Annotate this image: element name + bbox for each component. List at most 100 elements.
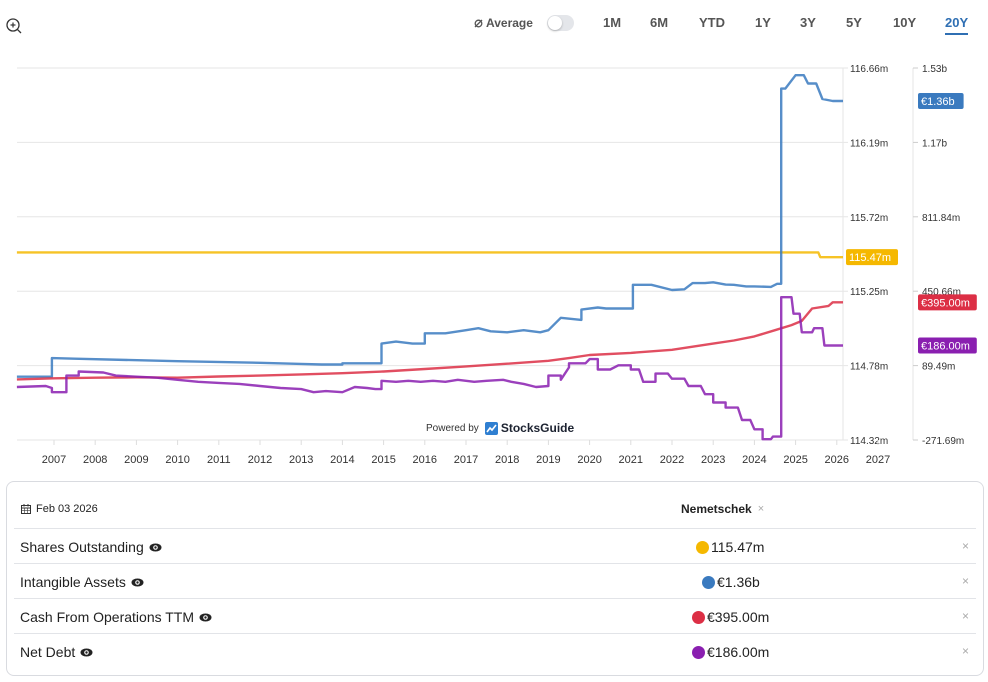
metric-value-text: 115.47m: [711, 539, 765, 555]
remove-metric-button[interactable]: ×: [962, 644, 970, 658]
last-value-badge: [918, 294, 977, 311]
x-axis-tick-label: 2023: [701, 454, 725, 466]
metric-row: Net Debt €186.00m ×: [14, 634, 976, 669]
x-axis-tick-label: 2014: [330, 454, 354, 466]
metric-row: Shares Outstanding 115.47m ×: [14, 529, 976, 564]
average-icon: [474, 19, 483, 27]
right-axis-tick-label: 811.84m: [922, 213, 960, 224]
eye-icon[interactable]: [199, 613, 212, 622]
remove-metric-button[interactable]: ×: [962, 574, 970, 588]
series-color-dot: [692, 645, 705, 659]
metric-value-text: €1.36b: [717, 574, 760, 590]
powered-by: Powered by StocksGuide: [426, 421, 574, 435]
left-axis-tick-label: 116.19m: [850, 138, 888, 149]
left-axis: 116.66m 116.19m 115.72m 115.25m 114.78m 114.3…: [850, 64, 888, 447]
metric-value: €395.00m: [692, 609, 769, 625]
metric-label: Intangible Assets: [20, 574, 144, 590]
range-20y[interactable]: 20Y: [945, 15, 969, 35]
x-axis-tick-label: 2024: [742, 454, 766, 466]
metric-name: Cash From Operations TTM: [20, 609, 195, 625]
last-value-label: €186.00m: [921, 340, 970, 352]
metric-name: Shares Outstanding: [20, 539, 144, 555]
x-axis-tick-label: 2021: [619, 454, 643, 466]
metric-value-text: €395.00m: [707, 609, 770, 625]
x-axis-tick-label: 2019: [536, 454, 560, 466]
right-axis: 1.53b 1.17b 811.84m 450.66m 89.49m -271.69m: [913, 64, 964, 447]
last-value-badges: 115.47m €1.36b €395.00m €186.00m: [846, 93, 977, 354]
metric-name: Net Debt: [20, 644, 76, 660]
metric-label: Cash From Operations TTM: [20, 609, 212, 625]
last-value-badge: [918, 337, 977, 354]
range-6m[interactable]: 6M: [650, 15, 669, 30]
brand-name: StocksGuide: [500, 421, 575, 435]
x-axis-tick-label: 2013: [289, 454, 313, 466]
average-toggle[interactable]: [546, 15, 574, 31]
metric-label: Shares Outstanding: [20, 539, 162, 555]
series-line-netdebt[interactable]: [16, 296, 843, 441]
metric-value-text: €186.00m: [707, 644, 770, 660]
stocksguide-logo-icon: [484, 421, 498, 435]
x-axis-tick-label: 2018: [495, 454, 519, 466]
metric-label: Net Debt: [20, 644, 93, 660]
x-axis-tick-label: 2025: [783, 454, 807, 466]
remove-metric-button[interactable]: ×: [962, 609, 970, 623]
x-axis-tick-label: 2022: [660, 454, 684, 466]
last-value-label: €1.36b: [921, 96, 955, 108]
right-axis-tick-label: 1.17b: [922, 138, 947, 149]
x-axis-tick-label: 2011: [207, 454, 231, 466]
last-value-badge: [918, 93, 964, 110]
toggle-knob: [547, 16, 562, 30]
eye-icon[interactable]: [131, 578, 144, 587]
average-label: Average: [474, 16, 533, 30]
chart[interactable]: 116.66m 116.19m 115.72m 115.25m 114.78m 114.3…: [0, 55, 988, 470]
x-axis-tick-label: 2015: [371, 454, 395, 466]
range-1y[interactable]: 1Y: [755, 15, 771, 30]
zoom-in-icon[interactable]: [5, 17, 23, 35]
series-color-dot: [696, 540, 709, 554]
data-panel: Feb 03 2026 Nemetschek × Shares Outstand…: [6, 481, 984, 676]
grid: [17, 67, 914, 441]
range-10y[interactable]: 10Y: [893, 15, 917, 30]
remove-company-button[interactable]: ×: [757, 503, 765, 515]
powered-by-text: Powered by: [426, 422, 479, 434]
x-axis-tick-label: 2009: [124, 454, 148, 466]
panel-header: Feb 03 2026 Nemetschek ×: [14, 482, 976, 529]
x-axis-tick-label: 2020: [577, 454, 601, 466]
left-axis-tick-label: 115.72m: [850, 213, 888, 224]
metric-value: €1.36b: [702, 574, 760, 590]
metric-value: 115.47m: [696, 539, 764, 555]
range-1m[interactable]: 1M: [603, 15, 622, 30]
eye-icon[interactable]: [80, 648, 93, 657]
metric-row: Cash From Operations TTM €395.00m ×: [14, 599, 976, 634]
series-line-cash[interactable]: [16, 301, 843, 381]
average-text: Average: [486, 16, 533, 30]
range-ytd[interactable]: YTD: [699, 15, 725, 30]
range-3y[interactable]: 3Y: [800, 15, 816, 30]
last-value-label: €395.00m: [921, 297, 970, 309]
x-axis-tick-label: 2016: [413, 454, 437, 466]
x-axis-tick-label: 2010: [165, 454, 189, 466]
right-axis-tick-label: 1.53b: [922, 64, 947, 75]
series-line-shares[interactable]: [16, 251, 843, 259]
left-axis-tick-label: 114.78m: [850, 362, 888, 373]
company-column: Nemetschek ×: [681, 502, 764, 516]
left-axis-tick-label: 114.32m: [850, 436, 888, 447]
eye-icon[interactable]: [149, 543, 162, 552]
metric-row: Intangible Assets €1.36b ×: [14, 564, 976, 599]
calendar-icon: [21, 504, 31, 514]
x-axis: 2007 2008 2009 2010 2011 2012 2013 2014 2015 2016…: [42, 440, 890, 466]
right-axis-tick-label: 450.66m: [922, 287, 961, 298]
series-color-dot: [702, 575, 715, 589]
company-name: Nemetschek: [681, 502, 752, 516]
range-5y[interactable]: 5Y: [846, 15, 862, 30]
x-axis-tick-label: 2008: [83, 454, 107, 466]
last-value-label: 115.47m: [849, 252, 891, 264]
remove-metric-button[interactable]: ×: [962, 539, 970, 553]
x-axis-tick-label: 2026: [825, 454, 849, 466]
x-axis-tick-label: 2027: [866, 454, 890, 466]
series-line-intangible[interactable]: [16, 73, 843, 378]
left-axis-tick-label: 116.66m: [850, 64, 888, 75]
brand[interactable]: StocksGuide: [484, 421, 575, 435]
series-group: [16, 73, 843, 441]
right-axis-tick-label: -271.69m: [922, 436, 964, 447]
